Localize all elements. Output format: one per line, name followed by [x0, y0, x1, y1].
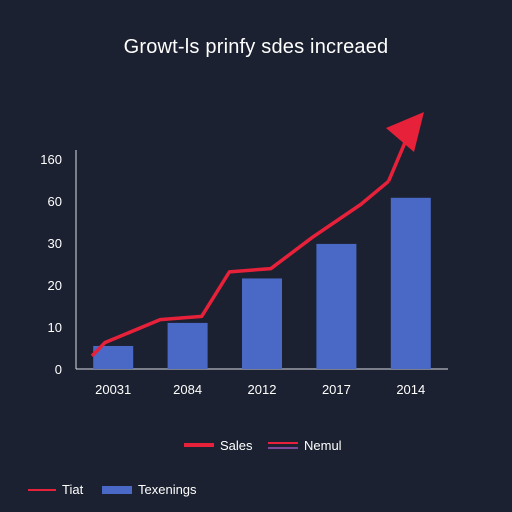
sales-arrow-head	[386, 112, 424, 152]
y-tick-label: 30	[48, 236, 62, 251]
bar	[242, 278, 282, 369]
x-tick-label: 20031	[95, 382, 131, 397]
bar	[167, 322, 208, 369]
legend-swatch-tiat	[28, 489, 56, 491]
bar	[93, 345, 134, 369]
x-tick-label: 2014	[396, 382, 425, 397]
chart-title: Growt-ls prinfy sdes increaed	[123, 36, 389, 58]
legend-label-sales: Sales	[220, 438, 253, 453]
legend-swatch-nemul-2	[268, 447, 298, 449]
y-tick-label: 0	[55, 362, 62, 377]
y-tick-label: 160	[40, 152, 62, 167]
x-tick-label: 2017	[322, 382, 351, 397]
y-tick-label: 60	[48, 194, 62, 209]
bar	[316, 243, 357, 369]
legend-label-texenings: Texenings	[138, 482, 197, 497]
x-tick-label: 2012	[248, 382, 277, 397]
legend-swatch-nemul	[268, 442, 298, 444]
legend-label-nemul: Nemul	[304, 438, 342, 453]
x-tick-label: 2084	[173, 382, 202, 397]
y-tick-label: 10	[48, 320, 62, 335]
legend-swatch-texenings	[102, 486, 132, 494]
y-tick-label: 20	[48, 278, 62, 293]
legend-swatch-sales	[184, 443, 214, 447]
bar	[390, 197, 431, 369]
sales-line	[90, 179, 390, 358]
legend-label-tiat: Tiat	[62, 482, 84, 497]
